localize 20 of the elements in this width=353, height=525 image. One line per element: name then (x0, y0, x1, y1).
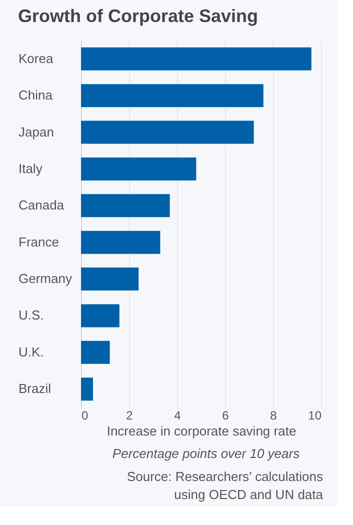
y-tick-label: China (18, 88, 54, 103)
y-tick-label: Brazil (18, 381, 52, 396)
x-tick-label: 0 (82, 408, 88, 422)
y-tick-label: U.K. (18, 344, 44, 360)
y-tick-label: Canada (18, 198, 65, 213)
y-tick-label: France (18, 234, 59, 250)
y-tick-label: Germany (18, 271, 72, 286)
x-tick-label: 2 (126, 408, 134, 422)
y-tick-label: Japan (18, 124, 54, 140)
x-tick-label: 4 (174, 408, 182, 422)
x-tick-label: 6 (222, 408, 230, 422)
y-tick-label: Korea (18, 50, 54, 66)
x-tick-label: 10 (308, 408, 322, 422)
y-tick-label: Italy (18, 160, 43, 176)
chart-title: Growth of Corporate Saving (18, 6, 258, 26)
y-tick-label: U.S. (18, 308, 44, 323)
source-note: Source: Researchers’ calculations using OECD and UN data (126, 469, 324, 502)
x-tick-label: 8 (270, 408, 278, 422)
x-axis-title: Increase in corporate saving rate (106, 424, 296, 438)
text: Percentage points over 10 years (112, 446, 300, 461)
